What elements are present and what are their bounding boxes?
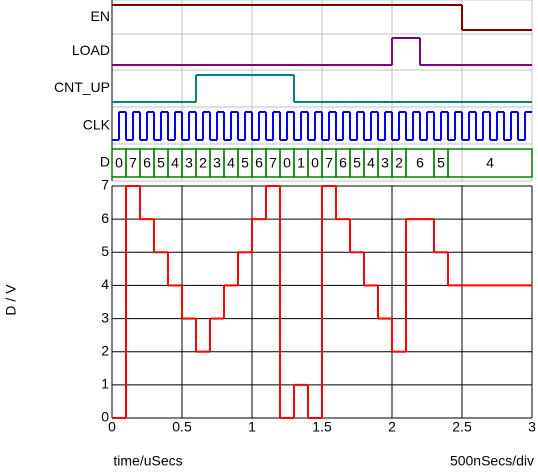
bus-label: 4 xyxy=(486,155,494,171)
x-tick-label: 0 xyxy=(108,419,116,435)
bus-label: 3 xyxy=(381,155,389,171)
bus-label: 0 xyxy=(311,155,319,171)
y-tick-label: 3 xyxy=(101,309,109,325)
bus-label: 3 xyxy=(185,155,193,171)
bus-label: 0 xyxy=(115,155,123,171)
x-tick-label: 3 xyxy=(528,419,536,435)
x-tick-label: 2 xyxy=(388,419,396,435)
bus-label: 7 xyxy=(129,155,137,171)
bus-label: 6 xyxy=(339,155,347,171)
y-tick-label: 2 xyxy=(101,342,109,358)
signal-name: EN xyxy=(91,8,110,24)
x-tick-label: 2.5 xyxy=(452,419,472,435)
y-tick-label: 6 xyxy=(101,210,109,226)
bus-label: 4 xyxy=(367,155,375,171)
bus-label: 5 xyxy=(437,155,445,171)
x-tick-label: 0.5 xyxy=(172,419,192,435)
y-axis-label: D / V xyxy=(3,284,19,316)
bus-label: 4 xyxy=(227,155,235,171)
x-tick-label: 1 xyxy=(248,419,256,435)
bus-label: 5 xyxy=(157,155,165,171)
bus-label: 6 xyxy=(255,155,263,171)
signal-name: D xyxy=(100,154,110,170)
bus-label: 2 xyxy=(199,155,207,171)
bus-label: 6 xyxy=(416,155,424,171)
bus-label: 4 xyxy=(171,155,179,171)
bus-segment xyxy=(447,148,533,178)
bus-label: 7 xyxy=(325,155,333,171)
y-tick-label: 5 xyxy=(101,243,109,259)
bus-label: 3 xyxy=(213,155,221,171)
bus-label: 7 xyxy=(269,155,277,171)
bus-label: 5 xyxy=(241,155,249,171)
signal-name: CLK xyxy=(83,117,111,133)
signal-name: LOAD xyxy=(72,42,110,58)
y-tick-label: 1 xyxy=(101,376,109,392)
bus-label: 0 xyxy=(283,155,291,171)
bus-label: 2 xyxy=(395,155,403,171)
x-tick-label: 1.5 xyxy=(312,419,332,435)
x-axis-label: time/uSecs xyxy=(113,453,182,469)
y-tick-label: 0 xyxy=(101,409,109,425)
scale-label: 500nSecs/div xyxy=(450,453,534,469)
signal-name: CNT_UP xyxy=(54,79,110,95)
bus-label: 5 xyxy=(353,155,361,171)
bus-label: 6 xyxy=(143,155,151,171)
y-tick-label: 7 xyxy=(101,177,109,193)
bus-label: 1 xyxy=(297,155,305,171)
y-tick-label: 4 xyxy=(101,276,109,292)
